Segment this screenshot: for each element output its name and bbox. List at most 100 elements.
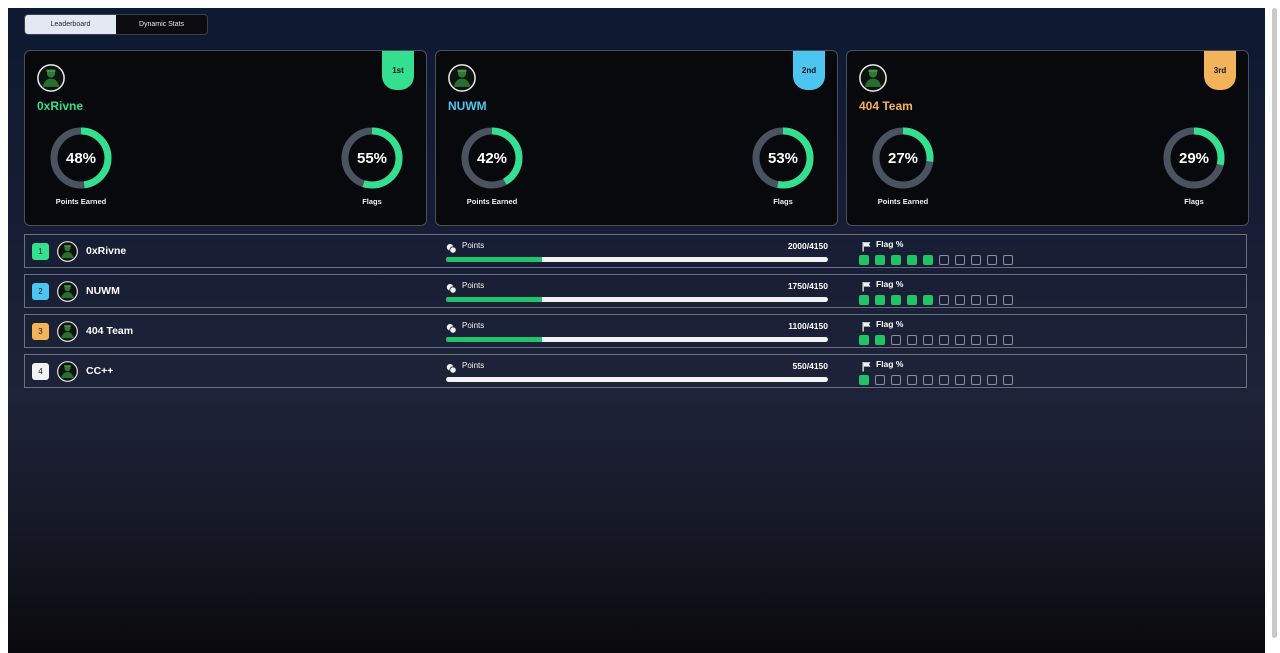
points-value: 550/4150 xyxy=(792,361,828,371)
avatar xyxy=(57,241,78,267)
flag-square xyxy=(971,295,981,305)
podium-card: 3rd 404 Team 27% Points Earned 29% Flags xyxy=(846,50,1249,226)
points-earned-label: Points Earned xyxy=(877,197,929,206)
points-progress-fill xyxy=(446,337,542,342)
team-name: 404 Team xyxy=(86,325,134,337)
flag-square xyxy=(1003,375,1013,385)
points-value: 2000/4150 xyxy=(787,241,828,251)
flag-square xyxy=(875,375,885,385)
points-earned-label: Points Earned xyxy=(55,197,107,206)
flag-square xyxy=(987,295,997,305)
flag-percent-label: Flag % xyxy=(876,239,904,249)
points-progress-bar xyxy=(446,337,828,342)
flags-ring: 55% xyxy=(340,126,404,190)
flag-percent-label: Flag % xyxy=(876,279,904,289)
points-label: Points xyxy=(462,361,485,370)
tab-leaderboard[interactable]: Leaderboard xyxy=(25,15,116,34)
flag-square xyxy=(939,255,949,265)
flag-square xyxy=(923,295,933,305)
team-name: 0xRivne xyxy=(37,99,84,113)
flag-square xyxy=(1003,335,1013,345)
flags-percent: 53% xyxy=(767,149,799,167)
points-progress-fill xyxy=(446,257,542,262)
flags-ring: 53% xyxy=(751,126,815,190)
avatar xyxy=(859,64,887,97)
points-value: 1100/4150 xyxy=(788,321,828,331)
flag-squares xyxy=(859,375,1013,385)
avatar xyxy=(37,64,65,97)
flag-square xyxy=(859,295,869,305)
team-name: NUWM xyxy=(448,99,487,113)
leaderboard-row[interactable]: 2 NUWM Points 1750/4150 Flag % xyxy=(24,274,1247,308)
flag-square xyxy=(987,375,997,385)
flag-square xyxy=(875,335,885,345)
place-badge: 1st xyxy=(382,51,414,90)
flag-square xyxy=(939,335,949,345)
points-progress-bar xyxy=(446,257,828,262)
points-ring: 48% xyxy=(49,126,113,190)
coins-icon xyxy=(446,361,457,379)
flag-percent-label: Flag % xyxy=(876,319,904,329)
points-progress-bar xyxy=(446,377,828,382)
points-percent: 48% xyxy=(65,149,97,167)
flag-square xyxy=(859,255,869,265)
flag-square xyxy=(955,295,965,305)
flag-square xyxy=(955,255,965,265)
flag-square xyxy=(971,375,981,385)
flag-square xyxy=(971,255,981,265)
flag-icon xyxy=(861,359,872,377)
tab-dynamic-stats[interactable]: Dynamic Stats xyxy=(138,21,185,28)
scrollbar[interactable] xyxy=(1272,8,1277,638)
points-percent: 27% xyxy=(887,149,919,167)
flag-square xyxy=(891,335,901,345)
avatar xyxy=(448,64,476,97)
points-label: Points xyxy=(462,241,485,250)
flag-square xyxy=(907,335,917,345)
flag-square xyxy=(939,295,949,305)
leaderboard-row[interactable]: 1 0xRivne Points 2000/4150 Flag % xyxy=(24,234,1247,268)
rank-badge: 4 xyxy=(32,363,49,380)
points-ring: 42% xyxy=(460,126,524,190)
place-badge: 3rd xyxy=(1204,51,1236,90)
rank-badge: 1 xyxy=(32,243,49,260)
flag-square xyxy=(971,335,981,345)
team-name: 404 Team xyxy=(859,99,913,113)
coins-icon xyxy=(446,281,457,299)
points-progress-bar xyxy=(446,297,828,302)
flag-square xyxy=(891,375,901,385)
avatar xyxy=(57,281,78,307)
points-label: Points xyxy=(462,321,485,330)
points-label: Points xyxy=(462,281,485,290)
leaderboard-row[interactable]: 3 404 Team Points 1100/4150 Flag % xyxy=(24,314,1247,348)
place-badge: 2nd xyxy=(793,51,825,90)
coins-icon xyxy=(446,241,457,259)
flag-square xyxy=(987,335,997,345)
avatar xyxy=(57,361,78,387)
podium-card: 1st 0xRivne 48% Points Earned 55% Flags xyxy=(24,50,427,226)
points-percent: 42% xyxy=(476,149,508,167)
flag-square xyxy=(891,255,901,265)
flags-percent: 29% xyxy=(1178,149,1210,167)
flags-label: Flags xyxy=(362,197,382,206)
app-frame: Leaderboard Dynamic Stats 1st 0xRivne 48… xyxy=(8,8,1265,653)
flags-ring: 29% xyxy=(1162,126,1226,190)
team-name: 0xRivne xyxy=(86,245,127,257)
flag-percent-label: Flag % xyxy=(876,359,904,369)
flag-square xyxy=(891,295,901,305)
flag-square xyxy=(923,375,933,385)
view-tabs: Leaderboard Dynamic Stats xyxy=(24,14,208,35)
flag-icon xyxy=(861,319,872,337)
flag-square xyxy=(987,255,997,265)
flag-square xyxy=(859,375,869,385)
flag-icon xyxy=(861,279,872,297)
rank-badge: 3 xyxy=(32,323,49,340)
leaderboard-row[interactable]: 4 CC++ Points 550/4150 Flag % xyxy=(24,354,1247,388)
flag-square xyxy=(955,335,965,345)
flag-square xyxy=(955,375,965,385)
flag-squares xyxy=(859,295,1013,305)
flag-square xyxy=(907,295,917,305)
flag-squares xyxy=(859,335,1013,345)
flag-square xyxy=(939,375,949,385)
team-name: CC++ xyxy=(86,365,114,377)
flags-label: Flags xyxy=(773,197,793,206)
